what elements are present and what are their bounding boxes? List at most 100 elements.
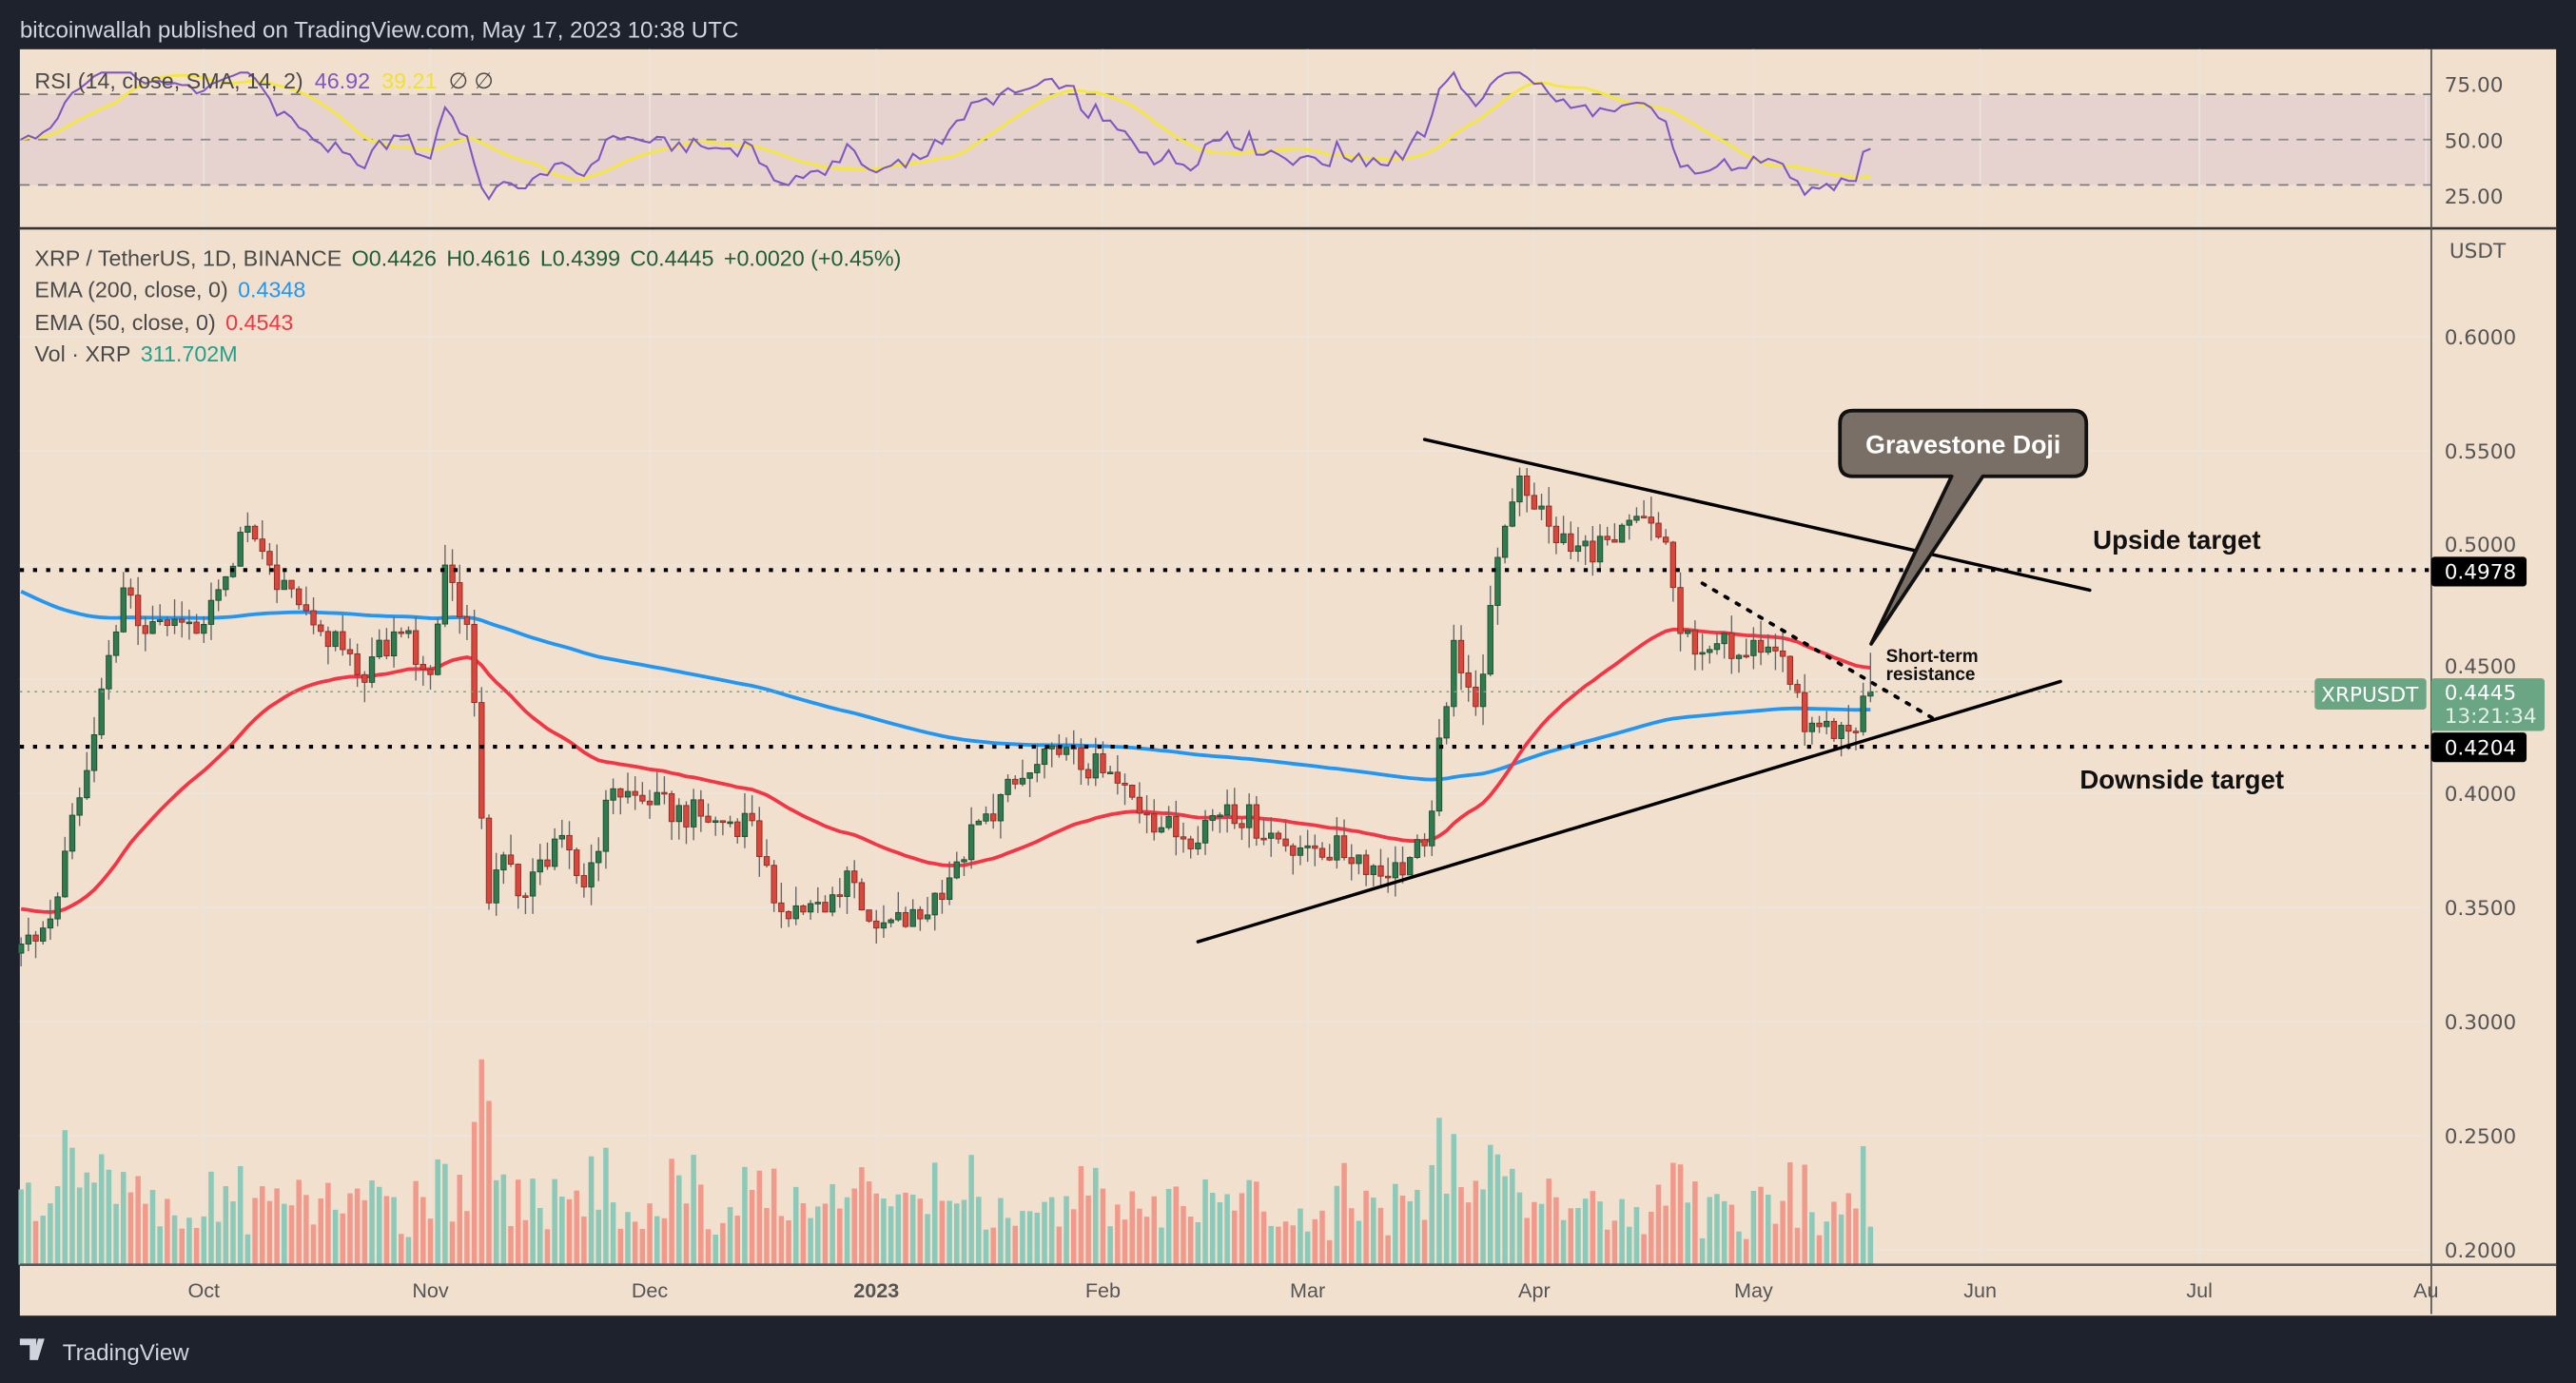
change-value: +0.0020 (+0.45%): [724, 246, 902, 271]
candle-up: [1209, 814, 1216, 821]
candle-down: [32, 934, 39, 942]
candles: [17, 467, 1874, 967]
candle-down: [295, 588, 302, 606]
candle-up: [1092, 753, 1099, 779]
price-legend[interactable]: XRP / TetherUS, 1D, BINANCE O0.4426 H0.461…: [34, 246, 901, 366]
volume-bar: [720, 1222, 726, 1265]
candle-down: [1786, 655, 1794, 685]
volume-bar: [1728, 1204, 1735, 1265]
gravestone-doji-callout[interactable]: Gravestone Doji: [1838, 408, 2089, 646]
tradingview-logo[interactable]: TradingView: [19, 1338, 189, 1366]
volume-bar: [1809, 1212, 1815, 1265]
resistance-label-line2[interactable]: resistance: [1886, 665, 1976, 685]
volume-bar: [69, 1147, 75, 1265]
price-axis[interactable]: 0.6000 0.5500 0.5000 0.4500 0.4000 0.3500 0.30…: [2445, 326, 2517, 1263]
candle-up: [1034, 764, 1041, 773]
volume-bar: [1020, 1211, 1025, 1265]
candle-up: [1867, 691, 1874, 697]
volume-bar: [1393, 1183, 1398, 1265]
volume-bar: [1005, 1217, 1011, 1265]
downside-target-label[interactable]: Downside target: [2079, 765, 2284, 794]
volume-bar: [683, 1203, 690, 1265]
volume-bar: [1232, 1210, 1238, 1265]
candle-down: [259, 538, 265, 553]
volume-bar: [1611, 1220, 1618, 1265]
candle-up: [1048, 745, 1055, 750]
candle-up: [895, 911, 902, 921]
callout-text: Gravestone Doji: [1865, 431, 2060, 459]
volume-bar: [1502, 1176, 1508, 1265]
candle-up: [1223, 804, 1231, 816]
candle-down: [1100, 753, 1106, 773]
volume-bar: [383, 1196, 390, 1265]
rsi-legend[interactable]: RSI (14, close, SMA, 14, 2) 46.92 39.21 ∅ ∅: [34, 68, 493, 93]
volume-bar: [48, 1203, 53, 1265]
candle-down: [420, 664, 427, 671]
candle-down: [1084, 769, 1092, 779]
candle-down: [1757, 639, 1765, 653]
candle-down: [354, 653, 361, 675]
time-tick-label: Jun: [1963, 1278, 1997, 1302]
volume-bar: [625, 1212, 631, 1265]
price-tick-label: 0.6000: [2445, 326, 2517, 350]
resistance-label-line1[interactable]: Short-term: [1886, 647, 1979, 667]
volume-bar: [91, 1182, 97, 1265]
volume-bar: [1298, 1208, 1303, 1265]
candle-up: [1509, 501, 1515, 527]
candle-down: [1648, 516, 1654, 524]
volume-bar: [829, 1183, 835, 1265]
candle-down: [1794, 684, 1801, 693]
volume-bar: [888, 1206, 894, 1265]
volume-bar: [1012, 1225, 1019, 1265]
time-tick-label: Jul: [2186, 1278, 2213, 1302]
rsi-lines: [20, 70, 1871, 202]
candle-down: [1779, 650, 1786, 657]
volume-bar: [354, 1188, 361, 1265]
candle-up: [215, 589, 222, 601]
volume-bar: [808, 1217, 813, 1265]
candle-down: [193, 621, 200, 634]
low-value: L0.4399: [540, 246, 620, 271]
volume-bar: [1407, 1200, 1413, 1265]
candle-down: [719, 820, 727, 824]
candle-up: [1479, 673, 1487, 708]
candle-up: [434, 623, 441, 675]
candle-up: [171, 618, 178, 627]
volume-bar: [1304, 1231, 1311, 1265]
volume-bar: [1093, 1167, 1099, 1265]
candle-up: [1721, 633, 1727, 645]
price-tick-label: 0.3000: [2445, 1011, 2517, 1035]
candle-up: [1451, 639, 1457, 708]
volume-bar: [1254, 1181, 1259, 1265]
volume-bar: [1860, 1146, 1866, 1265]
chart-panel[interactable]: [19, 49, 2557, 1316]
svg-text:EMA (50, close, 0)0.4543: EMA (50, close, 0) 0.4543: [34, 310, 293, 335]
volume-bar: [1334, 1185, 1340, 1265]
candle-up: [997, 793, 1005, 822]
volume-bar: [1064, 1196, 1069, 1265]
volume-bar: [26, 1182, 31, 1265]
candle-up: [624, 790, 632, 798]
volume-bar: [1516, 1192, 1523, 1265]
time-axis[interactable]: Oct Nov Dec 2023 Feb Mar Apr May Jun Jul Au: [187, 1278, 2438, 1302]
candle-down: [1136, 796, 1143, 814]
candle-down: [1611, 538, 1618, 543]
candle-down: [697, 799, 705, 817]
upside-target-label[interactable]: Upside target: [2093, 525, 2260, 555]
volume-bar: [1195, 1221, 1201, 1265]
candle-down: [1655, 522, 1662, 538]
time-tick-label: Oct: [187, 1278, 220, 1302]
candle-down: [1078, 747, 1084, 770]
volume-bar: [895, 1194, 902, 1265]
volume-bar: [1348, 1208, 1355, 1265]
volume-bar: [369, 1180, 375, 1265]
volume-bar: [98, 1154, 105, 1265]
volume-bar: [332, 1209, 339, 1265]
candle-down: [324, 631, 332, 648]
candle-up: [201, 624, 207, 634]
candle-up: [1268, 832, 1275, 839]
upper-trendline: [1422, 438, 2092, 593]
volume-bar: [837, 1208, 843, 1265]
candle-up: [1838, 725, 1844, 739]
volume-bar: [566, 1198, 573, 1265]
